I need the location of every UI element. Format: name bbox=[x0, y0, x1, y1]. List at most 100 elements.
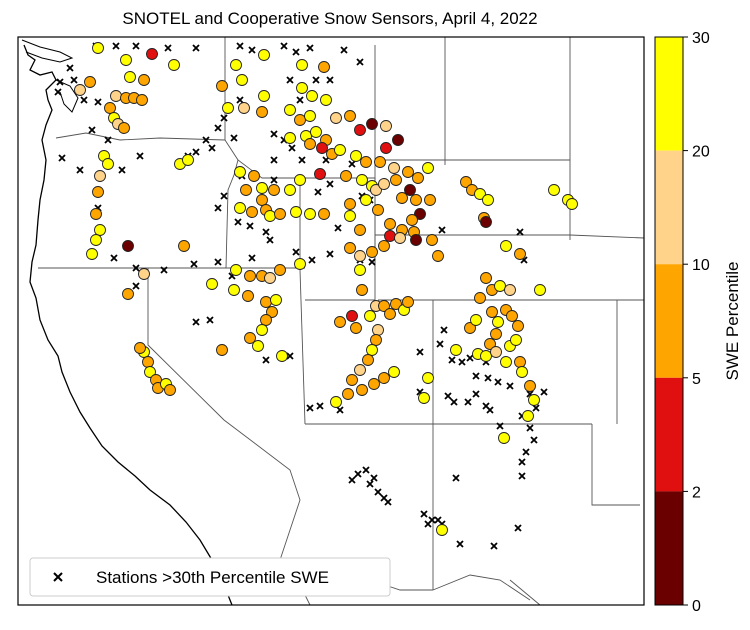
station-circle bbox=[252, 340, 264, 352]
station-circle bbox=[316, 142, 328, 154]
station-x-marker bbox=[506, 382, 514, 390]
station-x-marker bbox=[248, 254, 256, 262]
station-circle bbox=[384, 230, 396, 242]
station-circle bbox=[228, 284, 240, 296]
legend-box bbox=[29, 557, 391, 597]
station-x-marker bbox=[206, 316, 214, 324]
station-x-marker bbox=[362, 466, 370, 474]
station-circle bbox=[346, 310, 358, 322]
station-circle bbox=[410, 194, 422, 206]
colorbar-tick-label: 0 bbox=[692, 598, 701, 615]
station-circle bbox=[356, 284, 368, 296]
station-circle bbox=[244, 270, 256, 282]
station-circle bbox=[396, 192, 408, 204]
station-x-marker bbox=[70, 76, 78, 84]
colorbar-label: SWE Percentile bbox=[723, 261, 742, 380]
station-x-marker bbox=[234, 218, 242, 226]
station-circle bbox=[74, 84, 86, 96]
station-circle bbox=[480, 350, 492, 362]
figure-title: SNOTEL and Cooperative Snow Sensors, Apr… bbox=[122, 9, 537, 28]
station-circle bbox=[274, 208, 286, 220]
station-circle bbox=[500, 240, 512, 252]
station-x-marker bbox=[214, 204, 222, 212]
station-circle bbox=[94, 170, 106, 182]
station-circle bbox=[296, 59, 308, 71]
station-circle bbox=[216, 80, 228, 92]
station-circle bbox=[246, 206, 258, 218]
station-circle bbox=[368, 378, 380, 390]
station-circle bbox=[146, 48, 158, 60]
station-circle bbox=[346, 374, 358, 386]
station-circle bbox=[522, 410, 534, 422]
station-circle bbox=[510, 334, 522, 346]
station-x-marker bbox=[236, 96, 244, 104]
station-circle bbox=[350, 150, 362, 162]
station-circle bbox=[264, 210, 276, 222]
station-x-marker bbox=[374, 488, 382, 496]
station-x-marker bbox=[298, 156, 306, 164]
station-circle bbox=[256, 194, 268, 206]
station-x-marker bbox=[214, 258, 222, 266]
station-circle bbox=[548, 184, 560, 196]
station-circle bbox=[362, 354, 374, 366]
station-circle bbox=[384, 308, 396, 320]
station-x-marker bbox=[248, 46, 256, 54]
station-circle bbox=[256, 324, 268, 336]
station-circle bbox=[258, 90, 270, 102]
station-x-marker bbox=[286, 352, 294, 360]
station-x-marker bbox=[54, 88, 62, 96]
station-circle bbox=[486, 306, 498, 318]
legend-x-icon bbox=[53, 572, 63, 582]
station-circle bbox=[344, 110, 356, 122]
station-x-marker bbox=[484, 374, 492, 382]
station-circle bbox=[230, 59, 242, 71]
station-x-marker bbox=[496, 422, 504, 430]
station-circle bbox=[234, 202, 246, 214]
station-circle bbox=[310, 126, 322, 138]
station-x-marker bbox=[340, 46, 348, 54]
puget-sound bbox=[55, 79, 79, 113]
station-x-marker bbox=[370, 474, 378, 482]
station-x-marker bbox=[518, 458, 526, 466]
station-circle bbox=[92, 42, 104, 54]
station-circle bbox=[500, 356, 512, 368]
station-circle bbox=[122, 288, 134, 300]
station-circle bbox=[86, 248, 98, 260]
station-x-marker bbox=[94, 98, 102, 106]
station-x-marker bbox=[530, 436, 538, 444]
colorbar-bin bbox=[655, 150, 683, 265]
station-x-marker bbox=[444, 392, 452, 400]
station-circle bbox=[366, 118, 378, 130]
station-circle bbox=[330, 112, 342, 124]
station-circle bbox=[142, 356, 154, 368]
station-circle bbox=[432, 250, 444, 262]
station-circle bbox=[356, 384, 368, 396]
station-circle bbox=[276, 350, 288, 362]
station-x-marker bbox=[532, 404, 540, 412]
colorbar-bin bbox=[655, 264, 683, 378]
station-circle bbox=[164, 384, 176, 396]
station-x-marker bbox=[522, 448, 530, 456]
station-circle bbox=[492, 316, 504, 328]
station-circle bbox=[318, 61, 330, 73]
station-x-marker bbox=[292, 48, 300, 56]
station-circle bbox=[274, 264, 286, 276]
station-x-marker bbox=[192, 318, 200, 326]
station-circle bbox=[90, 234, 102, 246]
station-x-marker bbox=[288, 144, 296, 152]
station-circle bbox=[124, 71, 136, 83]
station-circle bbox=[206, 278, 218, 290]
colorbar-tick-label: 2 bbox=[692, 484, 701, 501]
station-circle bbox=[168, 59, 180, 71]
station-x-marker bbox=[334, 224, 342, 232]
station-x-marker bbox=[526, 424, 534, 432]
station-x-marker bbox=[266, 236, 274, 244]
station-x-marker bbox=[270, 130, 278, 138]
station-x-marker bbox=[366, 480, 374, 488]
station-circle bbox=[122, 240, 134, 252]
station-circle bbox=[306, 90, 318, 102]
station-x-marker bbox=[326, 180, 334, 188]
station-circle bbox=[422, 372, 434, 384]
station-circle bbox=[182, 154, 194, 166]
station-x-marker bbox=[448, 356, 456, 364]
